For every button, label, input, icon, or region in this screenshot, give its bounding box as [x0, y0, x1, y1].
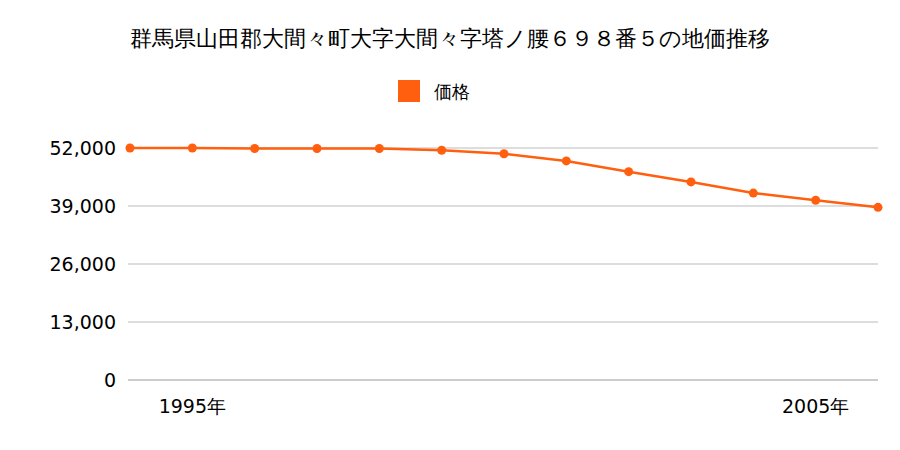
chart-container: 群馬県山田郡大間々町大字大間々字塔ノ腰６９８番５の地価推移価格 0 13,000 26… — [0, 0, 900, 450]
grid-line — [128, 264, 878, 265]
plot-area — [126, 144, 883, 212]
y-tick-label: 52,000 — [50, 137, 116, 159]
y-tick-label: 0 — [104, 369, 116, 391]
x-tick-label: 1995年 — [159, 395, 226, 417]
line — [130, 148, 878, 207]
grid-line — [128, 322, 878, 323]
point — [375, 144, 384, 153]
point — [250, 144, 259, 153]
point — [749, 189, 758, 198]
point — [811, 196, 820, 205]
point — [188, 144, 197, 153]
point — [437, 146, 446, 155]
x-tick-label: 2005年 — [782, 395, 849, 417]
point — [313, 144, 322, 153]
point — [126, 144, 135, 153]
point — [500, 149, 509, 158]
background — [0, 0, 900, 450]
y-tick-label: 13,000 — [50, 311, 116, 333]
point — [874, 203, 883, 212]
grid-line — [128, 380, 878, 381]
point — [624, 167, 633, 176]
point — [687, 177, 696, 186]
chart-svg: 群馬県山田郡大間々町大字大間々字塔ノ腰６９８番５の地価推移価格 0 13,000 26… — [0, 0, 900, 450]
point — [562, 156, 571, 165]
legend-swatch — [398, 80, 420, 102]
title: 群馬県山田郡大間々町大字大間々字塔ノ腰６９８番５の地価推移 — [130, 26, 770, 51]
grid-line — [128, 206, 878, 207]
legend-label: 価格 — [434, 81, 470, 102]
y-tick-label: 26,000 — [50, 253, 116, 275]
y-tick-label: 39,000 — [50, 195, 116, 217]
